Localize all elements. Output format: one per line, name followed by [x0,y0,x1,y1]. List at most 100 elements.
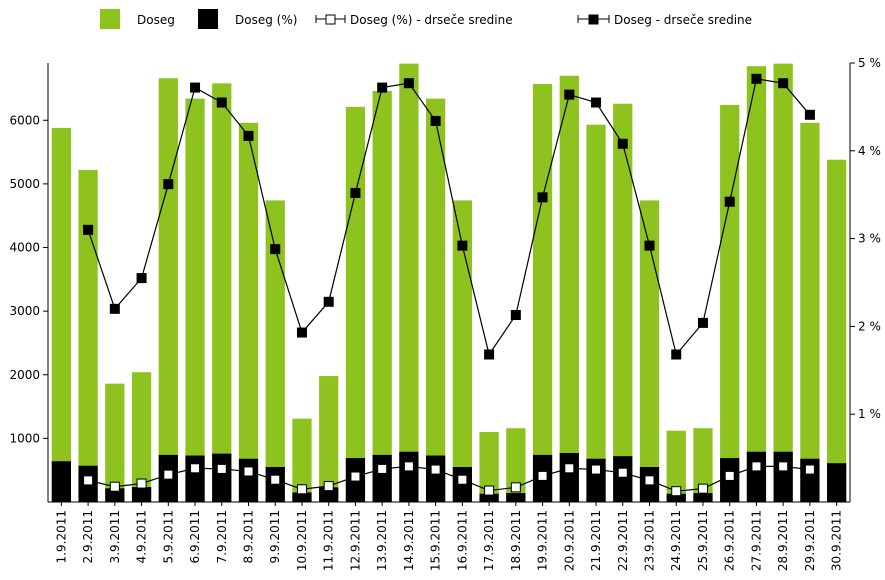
legend-label-doseg: Doseg [137,13,175,27]
marker-doseg-percent-moving-average [724,470,735,481]
x-axis-tick-label: 8.9.2011 [242,510,256,563]
bar-doseg [639,200,660,502]
bar-doseg [452,200,472,502]
marker-doseg-moving-average [163,179,174,190]
x-axis-tick-label: 26.9.2011 [723,510,737,571]
marker-doseg-moving-average [591,97,602,108]
bar-doseg [399,63,419,502]
bar-doseg-percent [666,493,686,502]
bar-doseg [666,430,686,502]
y-axis-right-tick-label: 3 % [858,232,881,246]
marker-doseg-moving-average [430,115,441,126]
legend-swatch-doseg [100,9,120,29]
x-axis-tick-label: 27.9.2011 [749,510,763,571]
bar-doseg [131,372,152,502]
marker-doseg-moving-average [457,240,468,251]
marker-doseg-percent-moving-average [751,461,762,472]
marker-doseg-moving-average [190,82,201,93]
bar-doseg [372,90,392,502]
x-axis-tick-label: 19.9.2011 [536,510,550,571]
y-axis-right-tick-label: 1 % [858,407,881,421]
marker-doseg-moving-average [350,187,361,198]
marker-doseg-moving-average [724,196,735,207]
bar-doseg-percent [746,451,767,502]
marker-doseg-moving-average [243,130,254,141]
legend-item-doseg-moving-average[interactable]: Doseg - drseče sredine [577,13,752,27]
bar-doseg-percent [51,461,71,502]
bar-doseg [212,83,232,502]
bar-doseg [265,200,285,502]
x-axis-tick-label: 29.9.2011 [803,510,817,571]
marker-doseg-percent-moving-average [270,474,281,485]
marker-doseg-percent-moving-average [190,463,201,474]
marker-doseg-percent-moving-average [537,470,548,481]
bar-doseg [78,169,98,502]
x-axis-tick-label: 5.9.2011 [161,510,175,563]
bar-doseg-percent [292,492,312,502]
marker-doseg-moving-average [697,317,708,328]
marker-doseg-percent-moving-average [216,463,227,474]
legend-swatch-doseg-percent [198,9,218,29]
bar-doseg-percent [693,493,713,502]
x-axis-tick-label: 24.9.2011 [669,510,683,571]
x-axis-tick-label: 10.9.2011 [295,510,309,571]
marker-doseg-percent-moving-average [457,474,468,485]
bar-doseg-percent [559,453,579,502]
y-axis-left-tick-label: 4000 [9,241,40,255]
bar-doseg [426,98,446,503]
y-axis-left-tick-label: 2000 [9,368,40,382]
marker-doseg-moving-average [136,273,147,284]
legend-item-doseg-percent[interactable]: Doseg (%) [198,9,297,29]
y-axis-left-tick-label: 5000 [9,177,40,191]
marker-doseg-percent-moving-average [243,466,254,477]
legend-label-doseg-percent-moving-average: Doseg (%) - drseče sredine [350,13,513,27]
bar-doseg-percent [105,488,125,502]
bar-doseg-percent [773,451,793,502]
marker-doseg-percent-moving-average [484,485,495,496]
marker-doseg-percent-moving-average [564,463,575,474]
marker-doseg-percent-moving-average [109,481,120,492]
legend-item-doseg-percent-moving-average[interactable]: Doseg (%) - drseče sredine [315,13,513,27]
x-axis-tick-label: 14.9.2011 [402,510,416,571]
marker-doseg-moving-average [377,82,388,93]
y-axis-right-tick-label: 4 % [858,144,881,158]
marker-doseg-moving-average [270,244,281,255]
x-axis-tick-label: 28.9.2011 [776,510,790,571]
x-axis-tick-label: 30.9.2011 [830,510,844,571]
marker-doseg-percent-moving-average [296,484,307,495]
bar-doseg [586,124,606,503]
marker-doseg-percent-moving-average [403,461,414,472]
marker-doseg-moving-average [510,309,521,320]
bar-doseg [827,159,847,502]
marker-doseg-percent-moving-average [617,467,628,478]
x-axis-tick-label: 6.9.2011 [188,510,202,563]
bar-doseg [746,66,767,503]
marker-doseg-moving-average [484,349,495,360]
bar-doseg [158,78,178,502]
marker-doseg-percent-moving-average [778,461,789,472]
bar-doseg-percent [238,458,259,502]
bar-doseg [479,432,499,502]
marker-doseg-percent-moving-average [671,486,682,497]
bar-doseg [559,75,579,502]
marker-doseg-percent-moving-average [136,478,147,489]
bar-doseg [185,98,205,503]
x-axis-tick-label: 22.9.2011 [616,510,630,571]
marker-doseg-moving-average [296,327,307,338]
bar-doseg [532,83,553,502]
marker-doseg-percent-moving-average [83,475,94,486]
bar-doseg-percent [212,453,232,502]
legend-marker-filled-square [588,14,599,25]
x-axis-tick-label: 7.9.2011 [215,510,229,563]
bar-doseg-percent [506,493,526,502]
x-axis-tick-label: 17.9.2011 [482,510,496,571]
x-axis-tick-label: 4.9.2011 [135,510,149,563]
x-axis-tick-label: 21.9.2011 [589,510,603,571]
marker-doseg-moving-average [778,78,789,89]
legend-marker-hollow-square [325,14,336,25]
marker-doseg-percent-moving-average [163,469,174,480]
marker-doseg-moving-average [403,78,414,89]
marker-doseg-percent-moving-average [377,463,388,474]
marker-doseg-moving-average [564,89,575,100]
legend-item-doseg[interactable]: Doseg [100,9,175,29]
